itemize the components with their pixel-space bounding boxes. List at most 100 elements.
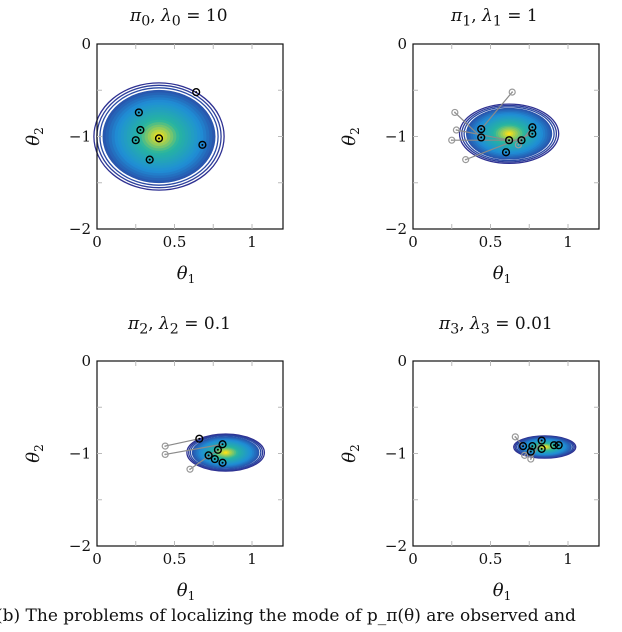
previous-point-marker bbox=[521, 451, 529, 459]
subplot-pi0: π0, λ0 = 10 0 0.5 1 0 −1 −2 θ1 θ2 bbox=[0, 0, 311, 300]
x-axis-label: θ1 bbox=[177, 580, 195, 603]
point-marker bbox=[213, 445, 223, 454]
point-marker bbox=[549, 441, 559, 450]
previous-point-dot bbox=[450, 139, 453, 142]
point-marker bbox=[537, 436, 546, 445]
contour-line bbox=[224, 451, 228, 454]
contour-line bbox=[188, 434, 264, 471]
point-dot bbox=[198, 437, 201, 440]
y-tick-label: −2 bbox=[385, 537, 407, 555]
previous-point-marker bbox=[462, 156, 470, 164]
trajectory-line bbox=[456, 129, 510, 141]
subplot-title: π3, λ3 = 0.01 bbox=[439, 314, 553, 338]
trajectory-line bbox=[165, 443, 223, 456]
point-marker bbox=[477, 133, 486, 142]
point-marker bbox=[131, 136, 140, 145]
subplot-pi1: π1, λ1 = 1 0 0.5 1 0 −1 −2 θ1 θ2 bbox=[311, 0, 622, 300]
contour-line bbox=[463, 106, 555, 162]
y-tick-label: 0 bbox=[397, 35, 407, 53]
previous-point-marker bbox=[448, 136, 456, 144]
x-tick-label: 0 bbox=[92, 550, 102, 568]
contour-line bbox=[93, 82, 225, 191]
point-dot bbox=[201, 143, 204, 146]
point-marker bbox=[526, 447, 535, 456]
trajectory-line bbox=[189, 449, 219, 470]
point-marker bbox=[554, 441, 563, 450]
point-marker bbox=[537, 444, 546, 453]
y-tick-label: −2 bbox=[69, 220, 91, 238]
point-dot bbox=[139, 129, 142, 132]
previous-point-dot bbox=[514, 435, 517, 438]
y-tick-label: −1 bbox=[385, 128, 407, 146]
point-marker bbox=[145, 155, 154, 164]
trajectory-line bbox=[165, 438, 200, 447]
trajectory-line bbox=[480, 91, 513, 130]
x-tick-label: 1 bbox=[247, 233, 257, 251]
point-dot bbox=[505, 151, 507, 154]
point-dot bbox=[158, 137, 160, 140]
x-tick-label: 0 bbox=[408, 550, 418, 568]
y-axis-label: θ2 bbox=[23, 127, 46, 145]
subplot-title: π1, λ1 = 1 bbox=[451, 6, 538, 30]
figure-caption: (b) The problems of localizing the mode … bbox=[0, 606, 576, 626]
y-tick-label: 0 bbox=[81, 352, 91, 370]
y-tick-label: −1 bbox=[69, 445, 91, 463]
subplot-title: π0, λ0 = 10 bbox=[130, 6, 228, 30]
contour-line bbox=[515, 436, 574, 458]
point-dot bbox=[195, 91, 198, 94]
point-marker bbox=[154, 134, 164, 143]
x-tick-label: 0.5 bbox=[479, 550, 503, 568]
point-marker bbox=[477, 125, 486, 134]
contour-plot bbox=[448, 88, 560, 164]
trajectory-line bbox=[454, 112, 482, 138]
point-dot bbox=[531, 126, 534, 129]
previous-point-dot bbox=[164, 453, 167, 456]
point-dot bbox=[148, 158, 151, 161]
point-marker bbox=[528, 129, 537, 138]
point-dot bbox=[134, 139, 137, 142]
previous-point-marker bbox=[511, 433, 519, 441]
point-marker bbox=[204, 451, 213, 460]
previous-point-marker bbox=[186, 465, 194, 473]
x-tick-label: 1 bbox=[563, 550, 573, 568]
point-marker bbox=[518, 442, 528, 451]
point-dot bbox=[221, 443, 224, 446]
x-axis-label: θ1 bbox=[177, 263, 195, 286]
point-dot bbox=[207, 454, 210, 457]
point-dot bbox=[480, 128, 483, 131]
point-marker bbox=[218, 458, 227, 467]
point-dot bbox=[553, 444, 556, 447]
point-dot bbox=[508, 139, 511, 142]
x-tick-label: 0 bbox=[92, 233, 102, 251]
previous-point-dot bbox=[529, 458, 532, 460]
contour-plot bbox=[161, 433, 266, 473]
x-tick-label: 0.5 bbox=[163, 550, 187, 568]
point-dot bbox=[540, 439, 543, 442]
x-tick-label: 0.5 bbox=[163, 233, 187, 251]
point-dot bbox=[137, 111, 140, 114]
y-tick-label: −2 bbox=[385, 220, 407, 238]
y-tick-label: 0 bbox=[81, 35, 91, 53]
point-marker bbox=[136, 125, 145, 135]
point-marker bbox=[517, 136, 526, 145]
contour-line bbox=[458, 103, 560, 164]
contour-line bbox=[461, 104, 558, 163]
point-dot bbox=[540, 447, 543, 450]
point-dot bbox=[520, 139, 523, 142]
previous-point-dot bbox=[517, 143, 520, 146]
y-axis-label: θ2 bbox=[339, 127, 362, 145]
point-dot bbox=[221, 461, 224, 464]
previous-point-marker bbox=[452, 126, 460, 134]
plot-area: 0 0.5 1 0 −1 −2 θ1 θ2 bbox=[23, 352, 284, 603]
previous-point-dot bbox=[164, 445, 167, 447]
previous-point-dot bbox=[453, 111, 456, 114]
previous-point-dot bbox=[455, 129, 458, 131]
y-tick-label: −1 bbox=[69, 128, 91, 146]
previous-point-marker bbox=[508, 88, 516, 96]
point-dot bbox=[480, 136, 483, 139]
point-marker bbox=[210, 454, 219, 464]
trajectory-line bbox=[465, 133, 533, 161]
contour-line bbox=[189, 435, 262, 471]
point-dot bbox=[529, 450, 532, 453]
y-axis-label: θ2 bbox=[339, 444, 362, 462]
